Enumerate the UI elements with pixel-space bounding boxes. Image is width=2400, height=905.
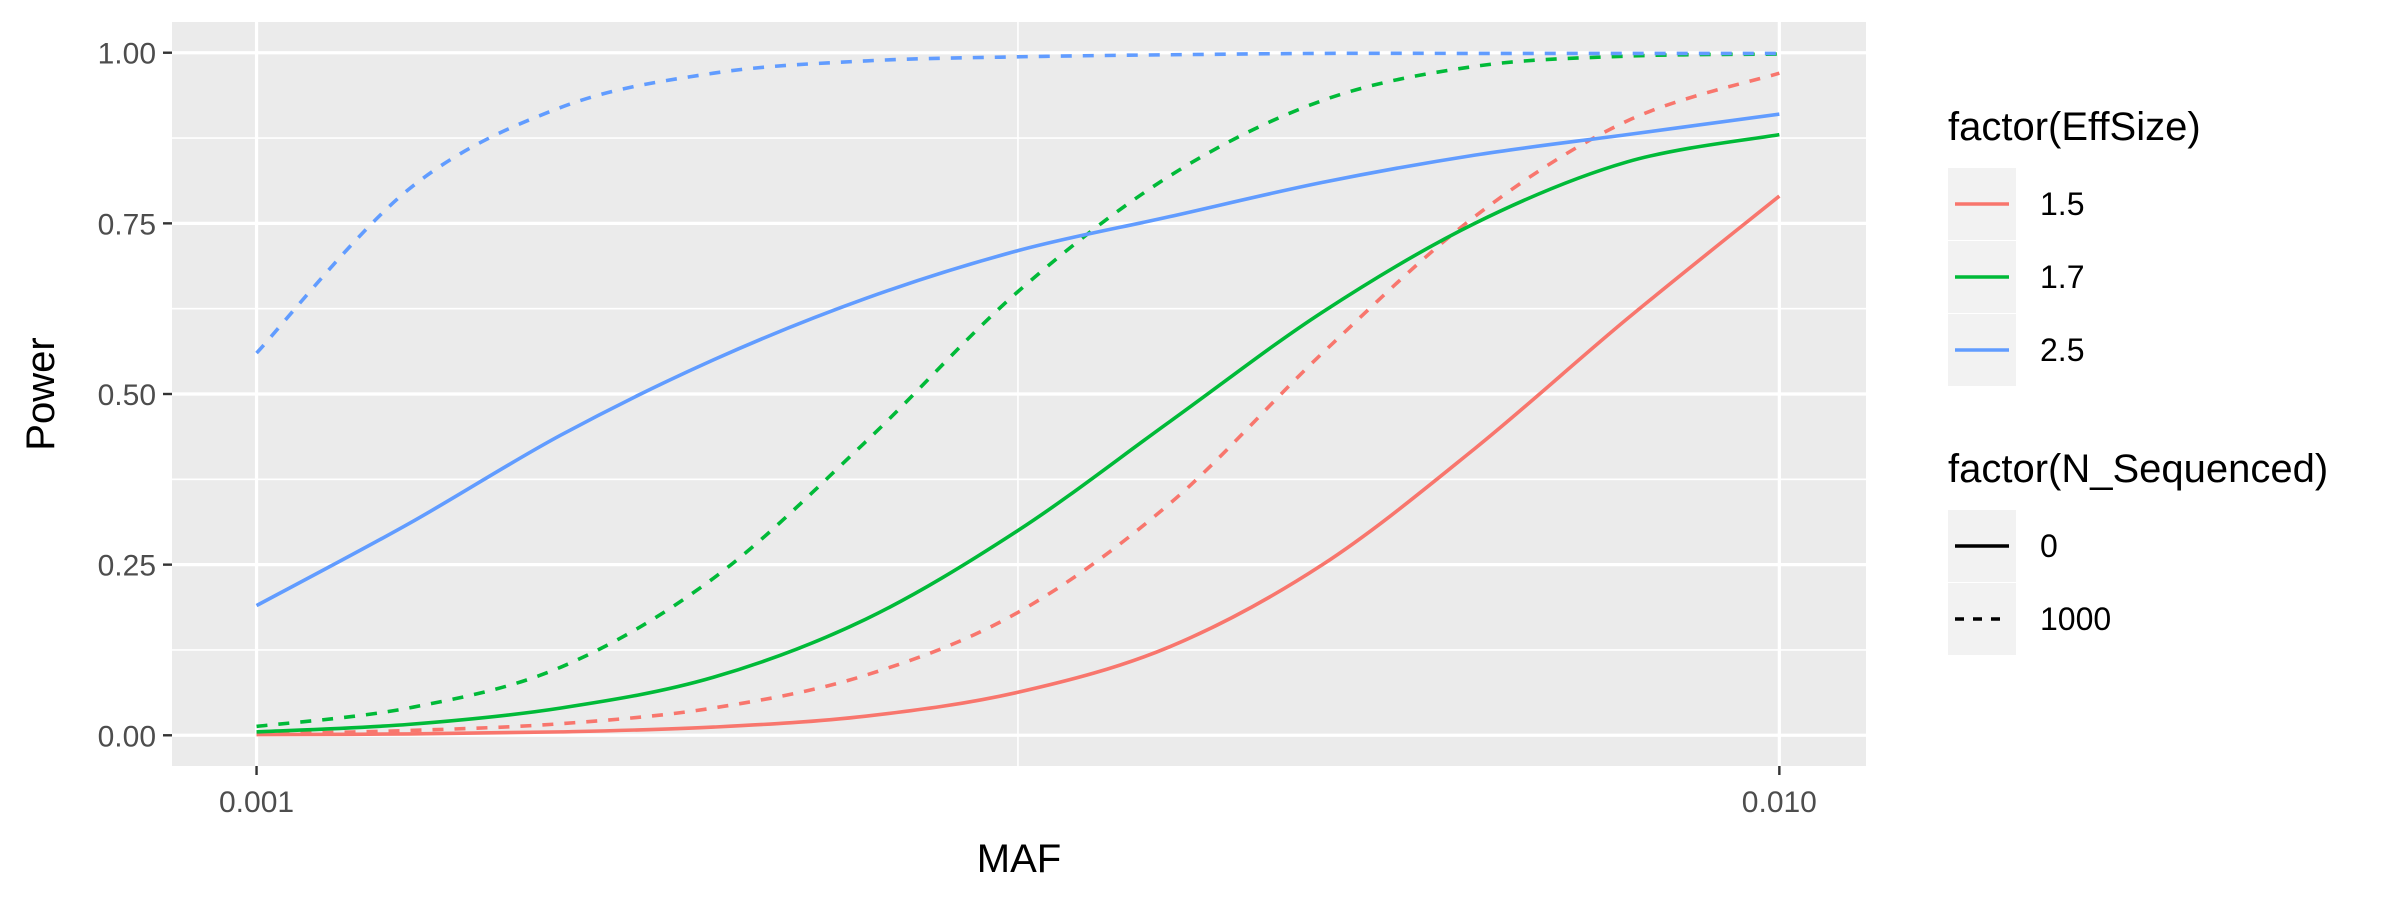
legend-label: 1.7 [2040, 259, 2084, 295]
x-tick-label: 0.010 [1742, 786, 1817, 819]
series-line-effsize-1_5-nseq-1000 [256, 71, 1780, 736]
y-tick-label: 0.75 [98, 208, 156, 241]
y-tick-label: 0.25 [98, 550, 156, 583]
y-tick-label: 1.00 [98, 38, 156, 71]
minor-gridlines [172, 22, 1866, 766]
y-axis-title: Power [19, 337, 63, 450]
legend-title: factor(EffSize) [1948, 105, 2201, 149]
x-axis-title: MAF [977, 837, 1061, 881]
legend-effsize: factor(EffSize) 1.5 1.7 2.5 [1948, 105, 2201, 386]
series-line-effsize-1_7-nseq-1000 [256, 52, 1780, 729]
legend-label: 1000 [2040, 601, 2111, 637]
x-tick-label: 0.001 [219, 786, 294, 819]
axes-layer: 0.00 0.25 0.50 0.75 1.00 0.001 0.010 [98, 38, 1817, 819]
y-tick-label: 0.50 [98, 379, 156, 412]
legend-title: factor(N_Sequenced) [1948, 447, 2328, 491]
series-line-effsize-2_5-nseq-0 [255, 112, 1780, 608]
series-line-effsize-1_7-nseq-0 [256, 132, 1780, 734]
legend-label: 2.5 [2040, 332, 2084, 368]
legend-area: factor(EffSize) 1.5 1.7 2.5 factor(N_Sequenc… [1948, 105, 2328, 655]
series-line-effsize-1_5-nseq-0 [256, 194, 1781, 737]
y-tick-label: 0.00 [98, 720, 156, 753]
legend-label: 1.5 [2040, 186, 2084, 222]
major-gridlines [172, 22, 1866, 766]
legend-label: 0 [2040, 528, 2058, 564]
legend-n-sequenced: factor(N_Sequenced) 0 1000 [1948, 447, 2328, 655]
series-layer [255, 51, 1781, 737]
